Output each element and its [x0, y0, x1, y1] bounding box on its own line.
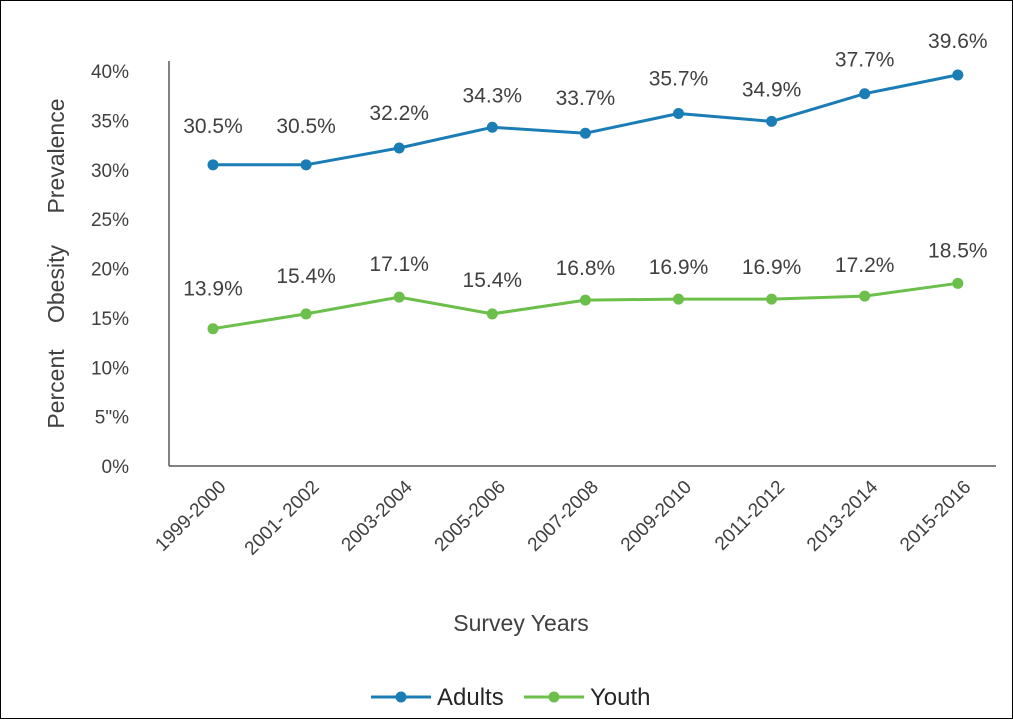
y-tick-label: 0%	[102, 457, 130, 478]
y-tick-label: 25%	[91, 210, 129, 231]
adults-point	[393, 142, 405, 154]
adults-data-label: 39.6%	[928, 30, 988, 53]
youth-line	[212, 281, 959, 331]
y-tick-label: 20%	[91, 260, 129, 281]
youth-point	[207, 323, 219, 335]
legend-adults-label: Adults	[437, 684, 504, 711]
youth-point	[579, 294, 591, 306]
y-axis-title: Percent Obesity Prevalence	[43, 98, 69, 428]
y-tick-label: 35%	[91, 111, 129, 132]
y-tick-label: 5"%	[95, 408, 129, 429]
y-axis-title-word: Percent	[43, 349, 69, 429]
x-tick-label: 2005-2006	[431, 477, 510, 556]
youth-data-label: 15.4%	[276, 265, 336, 288]
youth-point	[952, 277, 964, 289]
adults-point	[952, 69, 964, 81]
adults-data-label: 35.7%	[649, 67, 709, 90]
y-tick-label: 15%	[91, 309, 129, 330]
youth-point	[859, 290, 871, 302]
youth-data-label: 15.4%	[463, 269, 523, 292]
x-tick-label: 2015-2016	[896, 477, 975, 556]
youth-data-label: 18.5%	[928, 239, 988, 262]
youth-data-label: 16.9%	[742, 256, 802, 279]
x-tick-label: 2011-2012	[711, 477, 789, 555]
legend-item-youth: Youth	[524, 684, 651, 711]
series-adults: 30.5% 30.5% 32.2% 34.3% 33.7% 35.7% 34.9% 37.7%…	[183, 30, 988, 171]
youth-data-label: 17.1%	[369, 253, 429, 276]
youth-data-label: 13.9%	[183, 278, 243, 301]
adults-point	[579, 127, 591, 139]
y-tick-label: 10%	[91, 358, 129, 379]
youth-point	[673, 293, 684, 305]
y-axis-title-word: Prevalence	[43, 98, 69, 213]
legend-youth-label: Youth	[590, 684, 651, 711]
legend-item-adults: Adults	[371, 684, 504, 711]
x-axis-title: Survey Years	[453, 610, 589, 636]
adults-point	[300, 159, 312, 171]
youth-data-label: 17.2%	[835, 254, 895, 277]
adults-data-label: 34.9%	[742, 78, 802, 101]
adults-point	[766, 115, 778, 127]
x-tick-label: 1999-2000	[151, 477, 230, 556]
youth-data-label: 16.8%	[556, 257, 616, 280]
y-tick-label: 40%	[91, 62, 129, 83]
axes	[168, 61, 996, 467]
adults-data-label: 33.7%	[556, 87, 616, 110]
y-tick-label: 30%	[91, 161, 129, 182]
x-tick-label: 2009-2010	[617, 477, 696, 556]
y-axis-title-word: Obesity	[43, 245, 69, 323]
legend: Adults Youth	[371, 684, 651, 711]
y-axis-ticks: 0% 5"% 10% 15% 20% 25% 30% 35% 40%	[91, 62, 129, 478]
x-tick-label: 2003-2004	[338, 476, 417, 555]
adults-point	[673, 107, 684, 119]
adults-data-label: 30.5%	[276, 115, 336, 138]
youth-point	[486, 308, 498, 320]
x-tick-label: 2013-2014	[803, 476, 882, 555]
youth-point	[300, 308, 312, 320]
adults-data-label: 34.3%	[463, 84, 523, 107]
adults-point	[486, 121, 498, 133]
x-tick-label: 2001- 2002	[241, 477, 324, 560]
adults-point	[859, 88, 871, 100]
x-axis-ticks: 1999-2000 2001- 2002 2003-2004 2005-2006 200…	[151, 476, 975, 559]
youth-point	[393, 291, 405, 303]
youth-point	[766, 293, 778, 305]
adults-point	[207, 159, 219, 171]
legend-youth-marker	[548, 691, 560, 703]
adults-data-label: 30.5%	[183, 115, 243, 138]
adults-data-label: 37.7%	[835, 49, 895, 72]
legend-adults-marker	[395, 691, 407, 703]
series-layer: 30.5% 30.5% 32.2% 34.3% 33.7% 35.7% 34.9% 37.7%…	[183, 30, 988, 335]
youth-data-label: 16.9%	[649, 256, 709, 279]
adults-data-label: 32.2%	[369, 102, 429, 125]
series-youth: 13.9% 15.4% 17.1% 15.4% 16.8% 16.9% 16.9% 17.2%…	[183, 239, 988, 335]
x-tick-label: 2007-2008	[524, 477, 603, 556]
